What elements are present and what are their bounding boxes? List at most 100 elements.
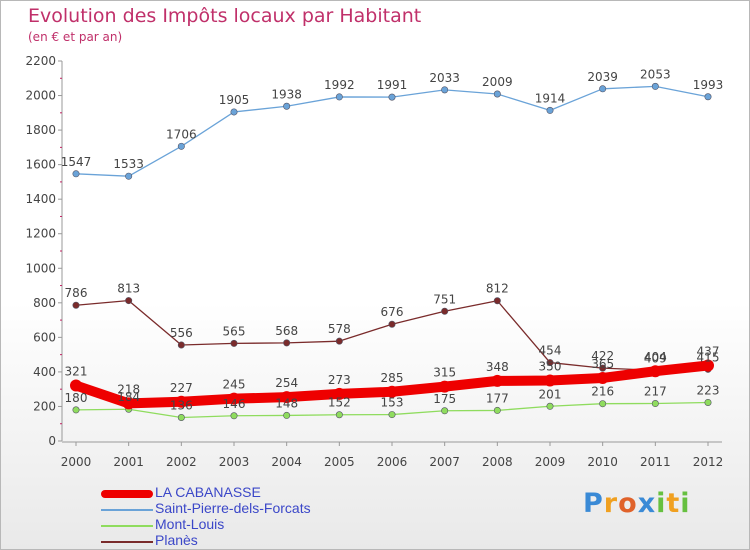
data-label-la-cabanasse: 218: [117, 382, 140, 396]
x-tick-label: 2007: [429, 455, 460, 469]
data-point-mont-louis: [599, 400, 607, 408]
y-tick-label: 1600: [25, 158, 56, 172]
data-label-plane-s: 454: [539, 344, 562, 358]
data-point-la-cabanasse: [596, 371, 609, 384]
data-point-saint-pierre-dels-forcats: [283, 102, 291, 110]
data-point-mont-louis: [335, 411, 343, 419]
data-point-la-cabanasse: [175, 395, 188, 408]
data-point-la-cabanasse: [544, 374, 556, 387]
data-point-plane-s: [125, 297, 133, 305]
data-label-plane-s: 568: [275, 324, 298, 338]
x-tick-label: 2005: [324, 455, 355, 469]
data-point-plane-s: [493, 297, 501, 305]
data-label-la-cabanasse: 245: [223, 378, 246, 392]
data-label-la-cabanasse: 348: [486, 360, 509, 374]
legend-label: Planès: [155, 532, 198, 548]
data-label-plane-s: 578: [328, 322, 351, 336]
y-tick-label: 200: [33, 399, 56, 413]
data-label-plane-s: 565: [223, 324, 246, 338]
data-label-mont-louis: 148: [275, 396, 298, 410]
data-point-plane-s: [335, 337, 343, 345]
data-label-saint-pierre-dels-forcats: 1914: [535, 91, 566, 105]
data-point-saint-pierre-dels-forcats: [599, 85, 607, 93]
x-tick-label: 2008: [482, 455, 513, 469]
data-point-la-cabanasse: [386, 385, 398, 398]
data-label-saint-pierre-dels-forcats: 1533: [113, 157, 144, 171]
data-point-la-cabanasse: [333, 387, 346, 400]
data-label-la-cabanasse: 315: [433, 366, 456, 380]
data-point-saint-pierre-dels-forcats: [651, 82, 659, 90]
legend-swatch: [101, 490, 153, 498]
data-label-saint-pierre-dels-forcats: 1992: [324, 78, 355, 92]
data-point-la-cabanasse: [491, 374, 504, 387]
data-point-mont-louis: [230, 412, 238, 420]
y-tick-label: 1800: [25, 123, 56, 137]
data-label-plane-s: 786: [65, 286, 88, 300]
data-point-saint-pierre-dels-forcats: [704, 93, 712, 101]
data-label-saint-pierre-dels-forcats: 2009: [482, 75, 513, 89]
y-tick-label: 800: [33, 296, 56, 310]
data-point-mont-louis: [704, 398, 712, 406]
data-point-saint-pierre-dels-forcats: [388, 93, 396, 101]
data-point-saint-pierre-dels-forcats: [72, 170, 80, 178]
data-point-la-cabanasse: [122, 397, 135, 410]
data-label-la-cabanasse: 365: [591, 357, 614, 371]
data-point-mont-louis: [493, 406, 501, 414]
data-label-plane-s: 813: [117, 282, 140, 296]
chart-title: Evolution des Impôts locaux par Habitant: [28, 5, 422, 27]
x-tick-label: 2004: [271, 455, 302, 469]
data-point-plane-s: [546, 359, 554, 367]
y-tick-label: 1400: [25, 192, 56, 206]
x-tick-label: 2002: [166, 455, 197, 469]
legend-label: LA CABANASSE: [155, 484, 261, 500]
data-point-saint-pierre-dels-forcats: [177, 142, 185, 150]
data-label-mont-louis: 216: [591, 385, 614, 399]
data-label-saint-pierre-dels-forcats: 2053: [640, 67, 671, 81]
data-label-saint-pierre-dels-forcats: 1993: [693, 78, 724, 92]
data-point-mont-louis: [546, 402, 554, 410]
data-label-plane-s: 415: [697, 350, 720, 364]
data-label-mont-louis: 136: [170, 399, 193, 413]
data-point-saint-pierre-dels-forcats: [230, 108, 238, 116]
data-label-la-cabanasse: 273: [328, 373, 351, 387]
data-label-la-cabanasse: 254: [275, 376, 298, 390]
data-label-mont-louis: 146: [223, 397, 246, 411]
proxiti-logo: Proxiti: [583, 488, 691, 519]
data-point-la-cabanasse: [228, 392, 240, 405]
data-label-mont-louis: 153: [381, 396, 404, 410]
data-point-plane-s: [230, 339, 238, 347]
data-label-saint-pierre-dels-forcats: 1547: [61, 155, 92, 169]
data-point-plane-s: [72, 301, 80, 309]
data-label-saint-pierre-dels-forcats: 1905: [219, 93, 250, 107]
x-tick-label: 2000: [61, 455, 92, 469]
data-point-mont-louis: [72, 406, 80, 414]
data-point-plane-s: [599, 364, 607, 372]
data-point-mont-louis: [651, 400, 659, 408]
data-label-plane-s: 676: [381, 305, 404, 319]
data-label-plane-s: 556: [170, 326, 193, 340]
data-label-mont-louis: 175: [433, 392, 456, 406]
data-point-saint-pierre-dels-forcats: [493, 90, 501, 98]
data-label-la-cabanasse: 285: [381, 371, 404, 385]
data-point-plane-s: [441, 307, 449, 315]
data-label-mont-louis: 177: [486, 391, 509, 405]
data-label-la-cabanasse: 404: [644, 350, 667, 364]
x-tick-label: 2012: [693, 455, 724, 469]
x-tick-label: 2001: [113, 455, 144, 469]
legend-label: Saint-Pierre-dels-Forcats: [155, 500, 311, 516]
data-point-la-cabanasse: [280, 391, 293, 404]
data-point-plane-s: [388, 320, 396, 328]
y-tick-label: 2000: [25, 89, 56, 103]
y-tick-label: 2200: [25, 54, 56, 68]
data-point-plane-s: [283, 339, 291, 347]
data-label-mont-louis: 223: [697, 383, 720, 397]
y-tick-label: 600: [33, 330, 56, 344]
x-tick-label: 2010: [587, 455, 618, 469]
x-tick-label: 2003: [219, 455, 250, 469]
y-tick-label: 0: [48, 434, 56, 448]
data-label-la-cabanasse: 350: [539, 360, 562, 374]
data-label-saint-pierre-dels-forcats: 2039: [587, 70, 618, 84]
data-point-la-cabanasse: [438, 380, 451, 393]
data-point-saint-pierre-dels-forcats: [125, 172, 133, 180]
